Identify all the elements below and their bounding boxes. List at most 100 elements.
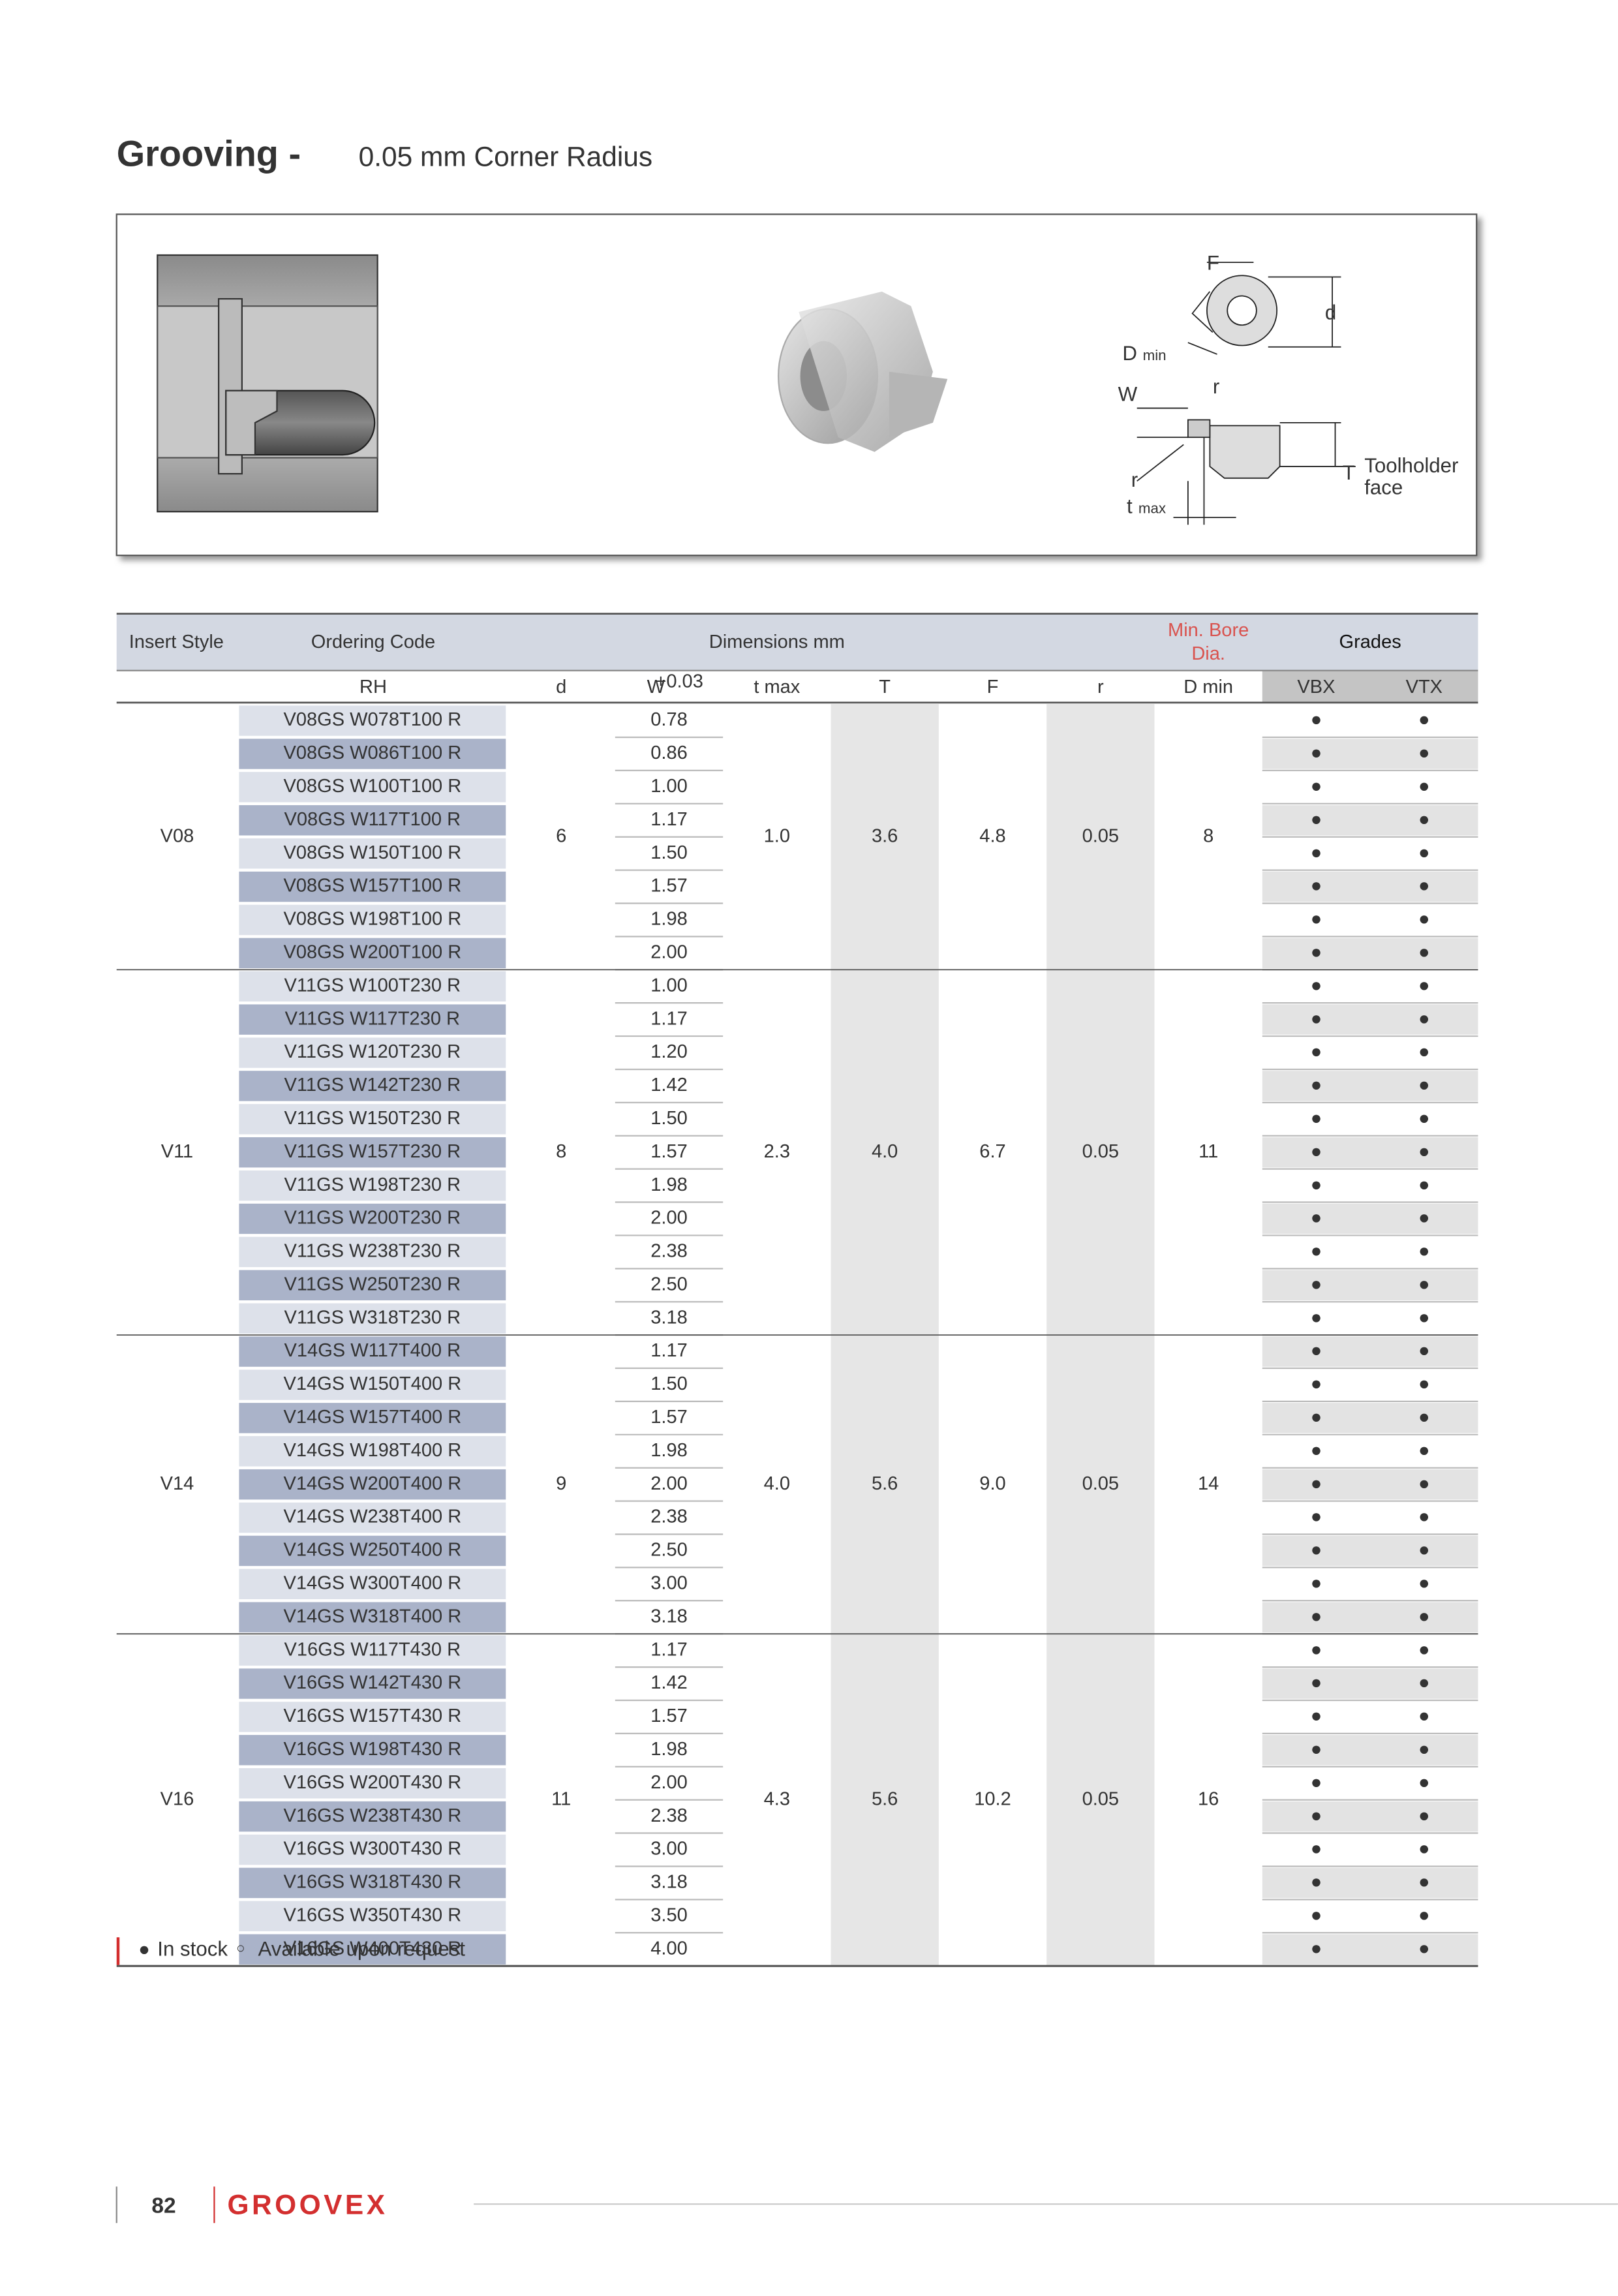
label-dmin-sub: min <box>1143 347 1167 363</box>
grade-cell <box>1262 1735 1478 1766</box>
dimension-tmax: 1.0 <box>764 825 790 846</box>
grade-cell <box>1262 1535 1478 1567</box>
dimension-dmin: 14 <box>1198 1473 1219 1494</box>
width-value: 1.98 <box>650 1739 688 1760</box>
dimension-d: 6 <box>556 825 566 846</box>
header-cell: VTX <box>1406 677 1442 697</box>
code-cell <box>239 938 506 969</box>
grade-vbx: ● <box>1311 1872 1322 1893</box>
grade-vtx: ● <box>1418 1241 1430 1262</box>
code-cell <box>239 739 506 769</box>
code-cell <box>239 1303 506 1334</box>
ordering-code: V14GS W150T400 R <box>283 1373 461 1394</box>
header-band <box>116 613 1478 671</box>
width-value: 3.18 <box>650 1307 688 1328</box>
legend-symbol: ● <box>138 1939 150 1960</box>
header-cell: Grades <box>1339 632 1401 652</box>
header-cell: Dimensions mm <box>709 632 845 652</box>
dimension-t: 5.6 <box>872 1473 898 1494</box>
width-value: 2.38 <box>650 1805 688 1826</box>
width-value: 1.98 <box>650 909 688 930</box>
ordering-code: V16GS W142T430 R <box>283 1672 461 1693</box>
grade-vtx: ● <box>1418 942 1430 963</box>
brand: GROOVEX <box>228 2190 388 2220</box>
grade-vtx: ● <box>1418 1639 1430 1660</box>
code-cell <box>239 971 506 1002</box>
ordering-code: V11GS W150T230 R <box>284 1108 461 1129</box>
grade-vtx: ● <box>1418 709 1430 730</box>
grade-vtx: ● <box>1418 1805 1430 1826</box>
dimension-r: 0.05 <box>1082 825 1120 846</box>
dimension-f: 10.2 <box>974 1788 1011 1809</box>
ordering-code: V11GS W318T230 R <box>284 1307 461 1328</box>
header-cell: d <box>556 677 566 697</box>
grade-vbx: ● <box>1311 909 1322 930</box>
width-value: 2.00 <box>650 1208 688 1229</box>
dimension-t: 4.0 <box>872 1141 898 1162</box>
grade-vbx: ● <box>1311 1407 1322 1428</box>
code-cell <box>239 1336 506 1367</box>
grade-cell <box>1262 705 1478 736</box>
code-cell <box>239 1037 506 1068</box>
grade-vtx: ● <box>1418 1373 1430 1394</box>
grade-vtx: ● <box>1418 1938 1430 1959</box>
width-value: 1.42 <box>650 1075 688 1095</box>
grade-vtx: ● <box>1418 1905 1430 1925</box>
grade-vtx: ● <box>1418 1606 1430 1627</box>
grade-cell <box>1262 1768 1478 1799</box>
width-value: 1.17 <box>650 809 688 830</box>
ordering-code: V11GS W142T230 R <box>284 1075 461 1095</box>
label-r-bottom: r <box>1131 468 1138 491</box>
ordering-code: V14GS W200T400 R <box>283 1473 461 1494</box>
label-f: F <box>1207 251 1219 274</box>
width-value: 1.20 <box>650 1041 688 1062</box>
width-value: 1.57 <box>650 1706 688 1726</box>
width-value: 3.50 <box>650 1905 688 1925</box>
code-cell <box>239 1071 506 1101</box>
grade-cell <box>1262 1834 1478 1865</box>
code-cell <box>239 1635 506 1666</box>
page-number: 82 <box>151 2194 176 2218</box>
grade-cell <box>1262 1203 1478 1234</box>
grade-vbx: ● <box>1311 1307 1322 1328</box>
dimension-f: 6.7 <box>979 1141 1005 1162</box>
code-cell <box>239 1801 506 1832</box>
width-value: 1.42 <box>650 1672 688 1693</box>
ordering-code: V16GS W300T430 R <box>283 1839 461 1860</box>
grade-vbx: ● <box>1311 1905 1322 1925</box>
insert-style: V08 <box>160 825 194 846</box>
grade-cell <box>1262 1502 1478 1533</box>
width-value: 3.00 <box>650 1573 688 1594</box>
ordering-code: V16GS W200T430 R <box>283 1772 461 1793</box>
ordering-code: V11GS W117T230 R <box>285 1008 460 1029</box>
grade-vbx: ● <box>1311 1805 1322 1826</box>
grade-vbx: ● <box>1311 1174 1322 1195</box>
header-cell: Insert Style <box>129 632 224 652</box>
width-value: 1.17 <box>650 1008 688 1029</box>
code-cell <box>239 1203 506 1234</box>
label-tmax-sub: max <box>1138 500 1166 516</box>
width-value: 4.00 <box>650 1938 688 1959</box>
ordering-code: V16GS W157T430 R <box>283 1706 461 1726</box>
code-cell <box>239 1834 506 1865</box>
width-value: 2.00 <box>650 1772 688 1793</box>
grade-vbx: ● <box>1311 1241 1322 1262</box>
grade-vtx: ● <box>1418 1407 1430 1428</box>
width-value: 1.00 <box>650 975 688 996</box>
code-cell <box>239 871 506 902</box>
grade-vbx: ● <box>1311 1340 1322 1361</box>
grade-cell <box>1262 971 1478 1002</box>
label-toolholder: Toolholder <box>1364 454 1458 477</box>
grade-vtx: ● <box>1418 1540 1430 1561</box>
grade-vbx: ● <box>1311 942 1322 963</box>
grade-cell <box>1262 1403 1478 1433</box>
grade-cell <box>1262 1668 1478 1699</box>
header-cell: Min. Bore <box>1168 620 1249 641</box>
insert-style: V14 <box>160 1473 194 1494</box>
code-cell <box>239 1370 506 1400</box>
dimension-tmax: 4.3 <box>764 1788 790 1809</box>
grade-cell <box>1262 1635 1478 1666</box>
